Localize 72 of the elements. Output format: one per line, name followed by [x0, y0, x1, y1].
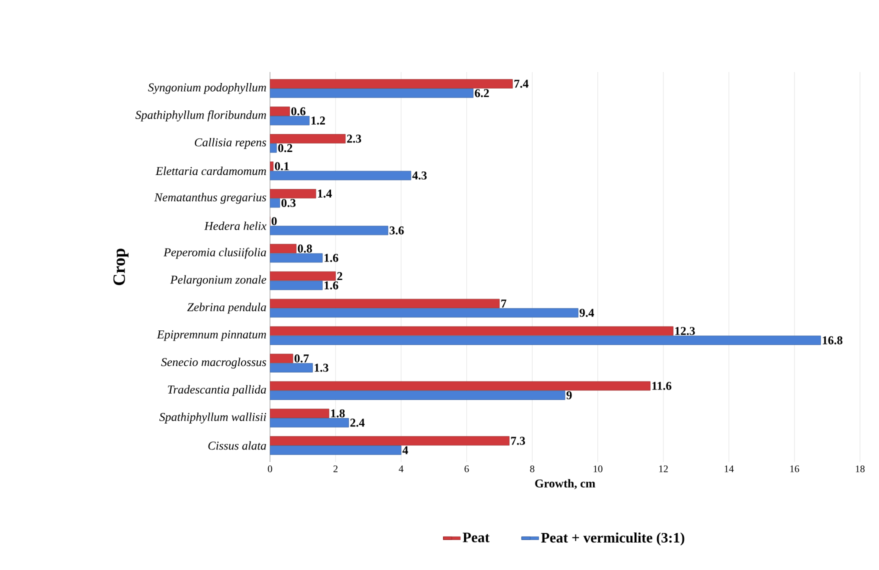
- y-tick-label: Spathiphyllum wallisii: [159, 412, 266, 424]
- x-tick-label: 12: [659, 466, 668, 472]
- data-label: 0.8: [298, 244, 312, 253]
- bar: [270, 326, 674, 336]
- data-label: 1.2: [311, 116, 325, 125]
- data-label: 7: [501, 300, 506, 308]
- bar: [270, 436, 510, 446]
- data-label: 16.8: [822, 336, 842, 344]
- x-tick-label: 2: [334, 466, 338, 472]
- data-label: 0.2: [278, 144, 292, 152]
- x-tick-label: 16: [790, 466, 800, 472]
- bar: [270, 170, 412, 180]
- y-tick-label: Nematanthus gregarius: [154, 192, 266, 204]
- bar: [270, 79, 513, 88]
- bar: [270, 390, 566, 400]
- data-label: 6.2: [474, 89, 489, 98]
- bar: [270, 336, 821, 345]
- data-label: 0: [272, 217, 277, 226]
- legend-label: Peat: [462, 532, 490, 542]
- bar: [270, 189, 316, 198]
- data-label: 7.4: [514, 80, 528, 88]
- data-label: 1.6: [324, 281, 338, 290]
- x-tick-label: 14: [724, 466, 734, 472]
- y-tick-label: Zebrina pendula: [187, 302, 266, 314]
- y-tick-label: Callisia repens: [194, 138, 266, 149]
- y-tick-label: Spathiphyllum floribundum: [135, 110, 266, 122]
- data-label: 1.6: [324, 254, 338, 262]
- data-label: 1.4: [318, 190, 332, 198]
- data-label: 0.6: [291, 107, 306, 116]
- data-label: 0.1: [274, 162, 289, 170]
- bar: [270, 88, 474, 98]
- x-tick-label: 18: [856, 466, 865, 472]
- bar: [270, 308, 578, 318]
- data-label: 4: [402, 446, 408, 454]
- y-tick-label: Epipremnum pinnatum: [156, 330, 266, 341]
- bar: [270, 363, 313, 372]
- bar: [270, 134, 346, 144]
- y-tick-label: Elettaria cardamomum: [156, 166, 266, 176]
- x-axis-title: Growth, cm: [535, 479, 596, 490]
- data-label: 3.6: [390, 226, 404, 235]
- bar: [270, 381, 650, 391]
- data-label: 0.3: [281, 198, 296, 208]
- data-label: 7.3: [511, 436, 526, 445]
- data-label: 4.3: [412, 171, 427, 180]
- data-label: 12.3: [675, 326, 695, 336]
- x-tick-label: 6: [464, 466, 469, 472]
- y-axis-title: Crop: [113, 248, 128, 286]
- bar: [270, 298, 500, 308]
- bar: [270, 446, 402, 455]
- x-tick-label: 8: [530, 466, 534, 472]
- y-tick-label: Cissus alata: [208, 441, 266, 450]
- data-label: 2.4: [350, 418, 365, 427]
- y-tick-label: Tradescantia pallida: [168, 385, 266, 396]
- data-label: 2.3: [347, 134, 362, 143]
- data-label: 0.7: [294, 354, 309, 363]
- y-tick-label: Syngonium podophyllum: [148, 83, 266, 94]
- data-label: 1.3: [314, 364, 328, 372]
- data-label: 9.4: [580, 308, 594, 317]
- data-label: 9: [566, 391, 572, 400]
- x-tick-label: 10: [594, 466, 602, 472]
- bar: [270, 106, 290, 116]
- data-label: 1.8: [331, 409, 345, 418]
- y-tick-label: Pelargonium zonale: [170, 275, 266, 286]
- x-tick-label: 4: [398, 466, 404, 472]
- x-tick-label: 0: [268, 466, 272, 472]
- legend-label: Peat + vermiculite (3:1): [541, 532, 684, 546]
- bar: [270, 418, 349, 428]
- y-tick-label: Hedera helix: [204, 222, 266, 230]
- data-label: 2: [337, 272, 342, 280]
- y-tick-label: Senecio macroglossus: [161, 358, 266, 369]
- data-label: 11.6: [652, 382, 672, 390]
- y-tick-label: Peperomia clusiifolia: [164, 248, 266, 259]
